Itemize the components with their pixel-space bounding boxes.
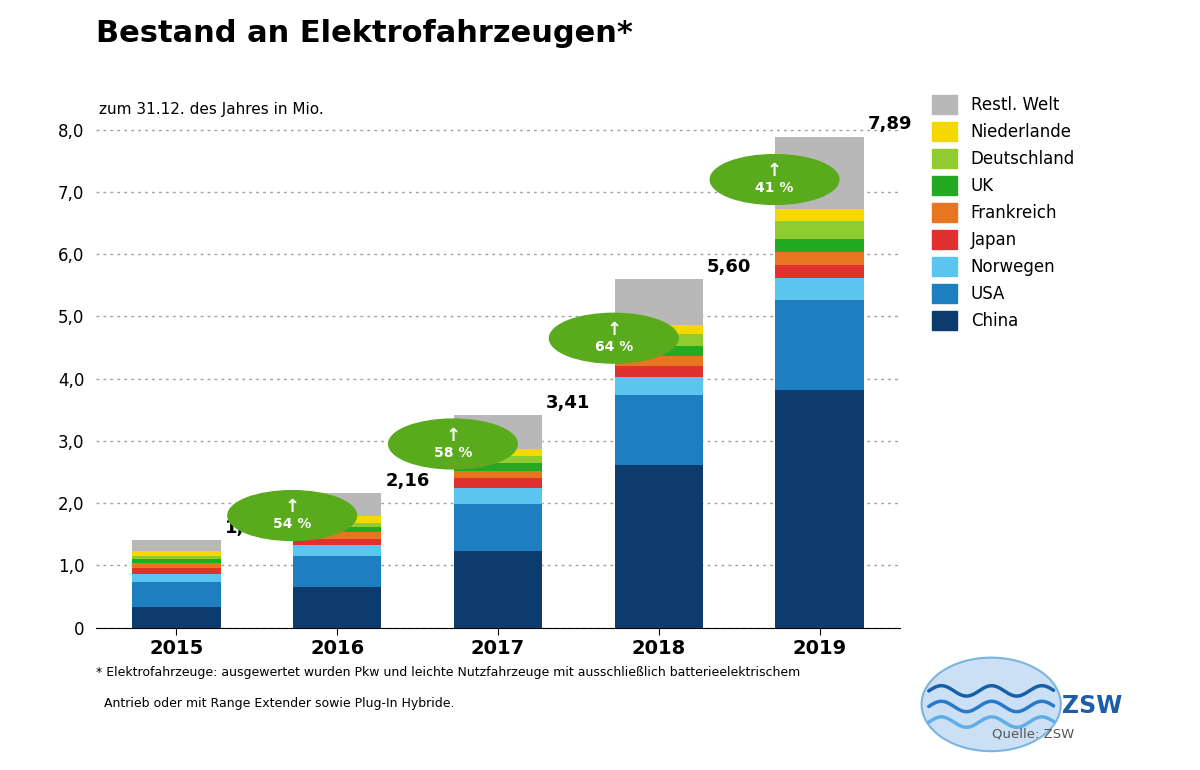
Bar [132, 574, 221, 582]
Circle shape [710, 155, 839, 204]
Bar [293, 516, 382, 523]
Text: 7,89: 7,89 [868, 116, 912, 133]
Bar [132, 568, 221, 574]
Legend: Restl. Welt, Niederlande, Deutschland, UK, Frankreich, Japan, Norwegen, USA, Chi: Restl. Welt, Niederlande, Deutschland, U… [932, 95, 1075, 330]
Bar [614, 396, 703, 465]
Text: * Elektrofahrzeuge: ausgewertet wurden Pkw und leichte Nutzfahrzeuge mit ausschl: * Elektrofahrzeuge: ausgewertet wurden P… [96, 666, 800, 679]
Bar [614, 366, 703, 377]
Bar [454, 415, 542, 449]
Bar [454, 478, 542, 487]
Text: zum 31.12. des Jahres in Mio.: zum 31.12. des Jahres in Mio. [100, 102, 324, 117]
Bar [293, 527, 382, 532]
Bar [614, 279, 703, 325]
Text: 64 %: 64 % [595, 340, 632, 354]
Bar [454, 487, 542, 504]
Bar [132, 551, 221, 556]
Bar [775, 390, 864, 628]
Bar [775, 300, 864, 390]
Bar [454, 470, 542, 478]
Bar [132, 541, 221, 551]
Circle shape [389, 419, 517, 469]
Text: ↑: ↑ [284, 498, 300, 517]
Bar [293, 532, 382, 538]
Bar [293, 545, 382, 556]
Ellipse shape [922, 658, 1061, 752]
Text: ZSW: ZSW [1062, 695, 1122, 718]
Bar [775, 278, 864, 300]
Bar [132, 559, 221, 563]
Text: 54 %: 54 % [272, 517, 311, 531]
Bar [293, 523, 382, 527]
Bar [775, 221, 864, 239]
Bar [775, 136, 864, 209]
Bar [293, 493, 382, 516]
Text: ↑: ↑ [767, 162, 782, 180]
Bar [614, 334, 703, 346]
Bar [454, 463, 542, 470]
Text: Antrieb oder mit Range Extender sowie Plug-In Hybride.: Antrieb oder mit Range Extender sowie Pl… [96, 697, 455, 710]
Text: 58 %: 58 % [433, 446, 472, 460]
Text: 5,60: 5,60 [707, 258, 751, 276]
Circle shape [228, 490, 356, 541]
Bar [775, 253, 864, 265]
Bar [614, 465, 703, 628]
Bar [132, 563, 221, 568]
Text: Bestand an Elektrofahrzeugen*: Bestand an Elektrofahrzeugen* [96, 19, 632, 49]
Text: ↑: ↑ [606, 321, 622, 339]
Bar [614, 357, 703, 366]
Text: 3,41: 3,41 [546, 394, 590, 412]
Bar [614, 346, 703, 357]
Text: ↑: ↑ [445, 427, 461, 445]
Bar [454, 449, 542, 457]
Bar [775, 265, 864, 278]
Text: 41 %: 41 % [755, 181, 793, 196]
Text: 1,40: 1,40 [224, 519, 269, 537]
Circle shape [550, 313, 678, 363]
Text: 2,16: 2,16 [385, 472, 430, 490]
Bar [132, 607, 221, 628]
Bar [293, 587, 382, 628]
Text: Quelle: ZSW: Quelle: ZSW [991, 728, 1074, 741]
Bar [775, 239, 864, 253]
Bar [293, 538, 382, 545]
Bar [132, 556, 221, 559]
Bar [775, 209, 864, 221]
Bar [614, 325, 703, 334]
Bar [454, 504, 542, 551]
Bar [454, 457, 542, 463]
Bar [293, 556, 382, 587]
Bar [132, 582, 221, 607]
Bar [614, 377, 703, 396]
Bar [454, 551, 542, 628]
